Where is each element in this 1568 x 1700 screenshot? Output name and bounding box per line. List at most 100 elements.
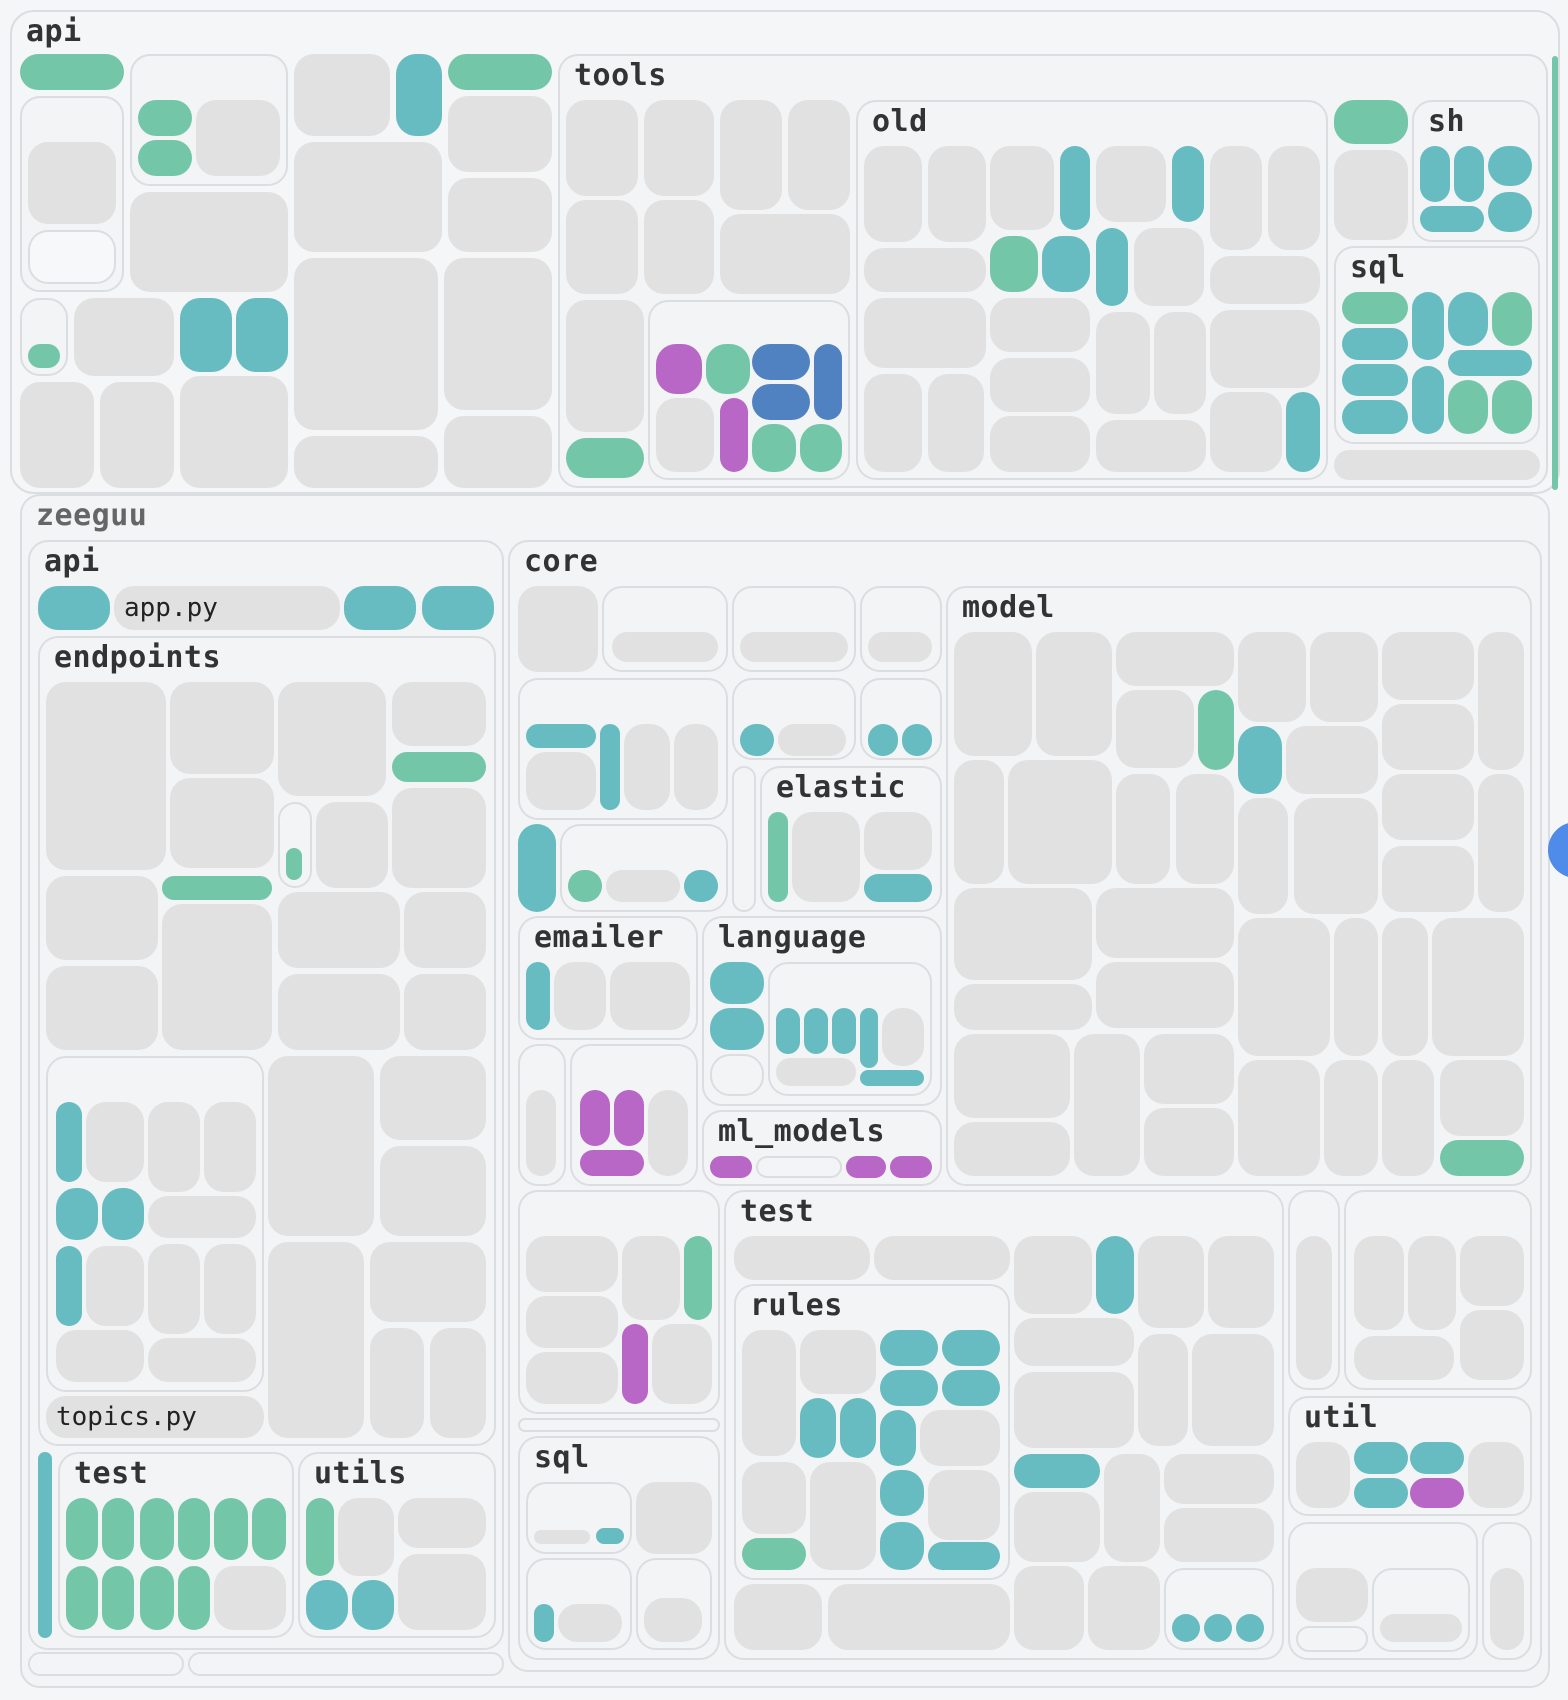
file-node[interactable] bbox=[56, 1330, 144, 1382]
file-node[interactable] bbox=[306, 1580, 348, 1630]
file-node[interactable] bbox=[1342, 400, 1408, 434]
file-node[interactable] bbox=[448, 178, 552, 252]
file-node[interactable] bbox=[580, 1090, 610, 1146]
file-node[interactable] bbox=[804, 1008, 828, 1054]
file-node[interactable] bbox=[1144, 1034, 1234, 1104]
file-node[interactable] bbox=[1210, 146, 1262, 250]
file-node[interactable] bbox=[1172, 146, 1204, 222]
file-node[interactable] bbox=[566, 100, 638, 196]
file-node[interactable] bbox=[56, 1188, 98, 1240]
file-node[interactable] bbox=[518, 824, 556, 912]
file-node[interactable] bbox=[86, 1102, 144, 1182]
file-node[interactable] bbox=[1096, 1236, 1134, 1314]
folder-node[interactable] bbox=[756, 1156, 842, 1178]
file-node[interactable] bbox=[1238, 632, 1306, 722]
file-node[interactable] bbox=[1334, 150, 1408, 240]
file-node[interactable] bbox=[1096, 888, 1234, 958]
file-node[interactable] bbox=[214, 1498, 248, 1560]
file-node[interactable] bbox=[990, 358, 1090, 412]
file-node[interactable] bbox=[742, 1538, 806, 1570]
file-node[interactable] bbox=[1296, 1568, 1368, 1622]
file-node[interactable] bbox=[656, 344, 702, 394]
file-node[interactable] bbox=[954, 984, 1092, 1030]
file-node[interactable] bbox=[448, 96, 552, 172]
file-node[interactable] bbox=[38, 1452, 52, 1638]
file-node[interactable] bbox=[840, 1398, 876, 1458]
file-node[interactable] bbox=[868, 724, 898, 756]
file-node[interactable] bbox=[430, 1328, 486, 1438]
folder-node[interactable] bbox=[28, 1652, 184, 1676]
file-node[interactable] bbox=[1286, 392, 1320, 472]
file-node[interactable] bbox=[1488, 146, 1532, 186]
file-node[interactable] bbox=[102, 1498, 134, 1560]
file-node[interactable] bbox=[1354, 1336, 1454, 1380]
file-node[interactable] bbox=[652, 1324, 712, 1404]
file-node[interactable] bbox=[566, 200, 638, 294]
file-node[interactable] bbox=[1238, 726, 1282, 794]
file-node[interactable] bbox=[46, 966, 158, 1050]
file-node[interactable] bbox=[162, 904, 272, 1050]
file-node[interactable] bbox=[1116, 690, 1194, 768]
file-node[interactable] bbox=[880, 1410, 916, 1466]
file-node[interactable] bbox=[614, 1090, 644, 1146]
file-node[interactable] bbox=[1144, 1108, 1234, 1176]
file-node[interactable] bbox=[294, 54, 390, 136]
file-node[interactable] bbox=[306, 1498, 334, 1576]
file-node[interactable] bbox=[444, 416, 552, 488]
file-node[interactable] bbox=[954, 760, 1004, 884]
file-node[interactable] bbox=[734, 1236, 870, 1280]
file-node[interactable] bbox=[178, 1566, 210, 1630]
file-node[interactable] bbox=[1164, 1508, 1274, 1562]
file-node[interactable] bbox=[444, 258, 552, 410]
file-node[interactable] bbox=[398, 1554, 486, 1630]
file-node[interactable] bbox=[28, 230, 116, 284]
file-node[interactable] bbox=[278, 892, 400, 968]
file-node[interactable] bbox=[1154, 312, 1206, 414]
folder-node[interactable] bbox=[710, 1054, 764, 1096]
file-node[interactable] bbox=[404, 892, 486, 968]
file-node[interactable] bbox=[554, 962, 606, 1030]
file-node[interactable] bbox=[656, 398, 714, 472]
file-node[interactable] bbox=[294, 258, 438, 430]
file-node[interactable] bbox=[74, 298, 174, 376]
file-node[interactable] bbox=[28, 142, 116, 224]
file-node[interactable] bbox=[316, 802, 388, 888]
file-node[interactable] bbox=[404, 974, 486, 1050]
file-node[interactable] bbox=[1238, 918, 1330, 1056]
file-node[interactable] bbox=[1354, 1478, 1408, 1508]
file-node[interactable] bbox=[710, 1008, 764, 1050]
file-node[interactable] bbox=[526, 1090, 556, 1176]
file-node[interactable] bbox=[38, 586, 110, 630]
file-node[interactable] bbox=[370, 1328, 424, 1438]
file-node[interactable] bbox=[596, 1528, 624, 1544]
file-node[interactable] bbox=[278, 974, 400, 1050]
file-node[interactable] bbox=[1342, 364, 1408, 396]
file-node[interactable] bbox=[580, 1150, 644, 1176]
file-node[interactable] bbox=[1164, 1454, 1274, 1504]
file-node[interactable] bbox=[864, 248, 986, 292]
file-node[interactable] bbox=[268, 1242, 364, 1438]
file-node[interactable] bbox=[148, 1244, 200, 1334]
file-node[interactable] bbox=[1138, 1334, 1188, 1446]
file-node[interactable] bbox=[928, 374, 984, 472]
file-node[interactable] bbox=[1492, 292, 1532, 346]
file-node[interactable] bbox=[1096, 420, 1206, 472]
file-node[interactable] bbox=[942, 1330, 1000, 1366]
file-node[interactable] bbox=[1432, 918, 1524, 1056]
file-node[interactable] bbox=[1296, 1442, 1350, 1508]
file-node[interactable] bbox=[1014, 1318, 1134, 1366]
file-node[interactable] bbox=[196, 100, 280, 176]
file-node[interactable] bbox=[778, 724, 846, 756]
file-node[interactable] bbox=[566, 438, 644, 478]
file-node[interactable] bbox=[86, 1246, 144, 1326]
file-node[interactable] bbox=[102, 1188, 144, 1240]
file-node[interactable] bbox=[344, 586, 416, 630]
file-node[interactable] bbox=[644, 200, 714, 294]
file-node[interactable] bbox=[1382, 1060, 1434, 1176]
file-node[interactable] bbox=[1096, 962, 1234, 1028]
file-node[interactable] bbox=[1410, 1442, 1464, 1474]
file-node[interactable] bbox=[644, 100, 714, 196]
file-node[interactable] bbox=[800, 1330, 876, 1394]
file-node[interactable] bbox=[624, 724, 670, 810]
file-node[interactable] bbox=[920, 1410, 1000, 1466]
